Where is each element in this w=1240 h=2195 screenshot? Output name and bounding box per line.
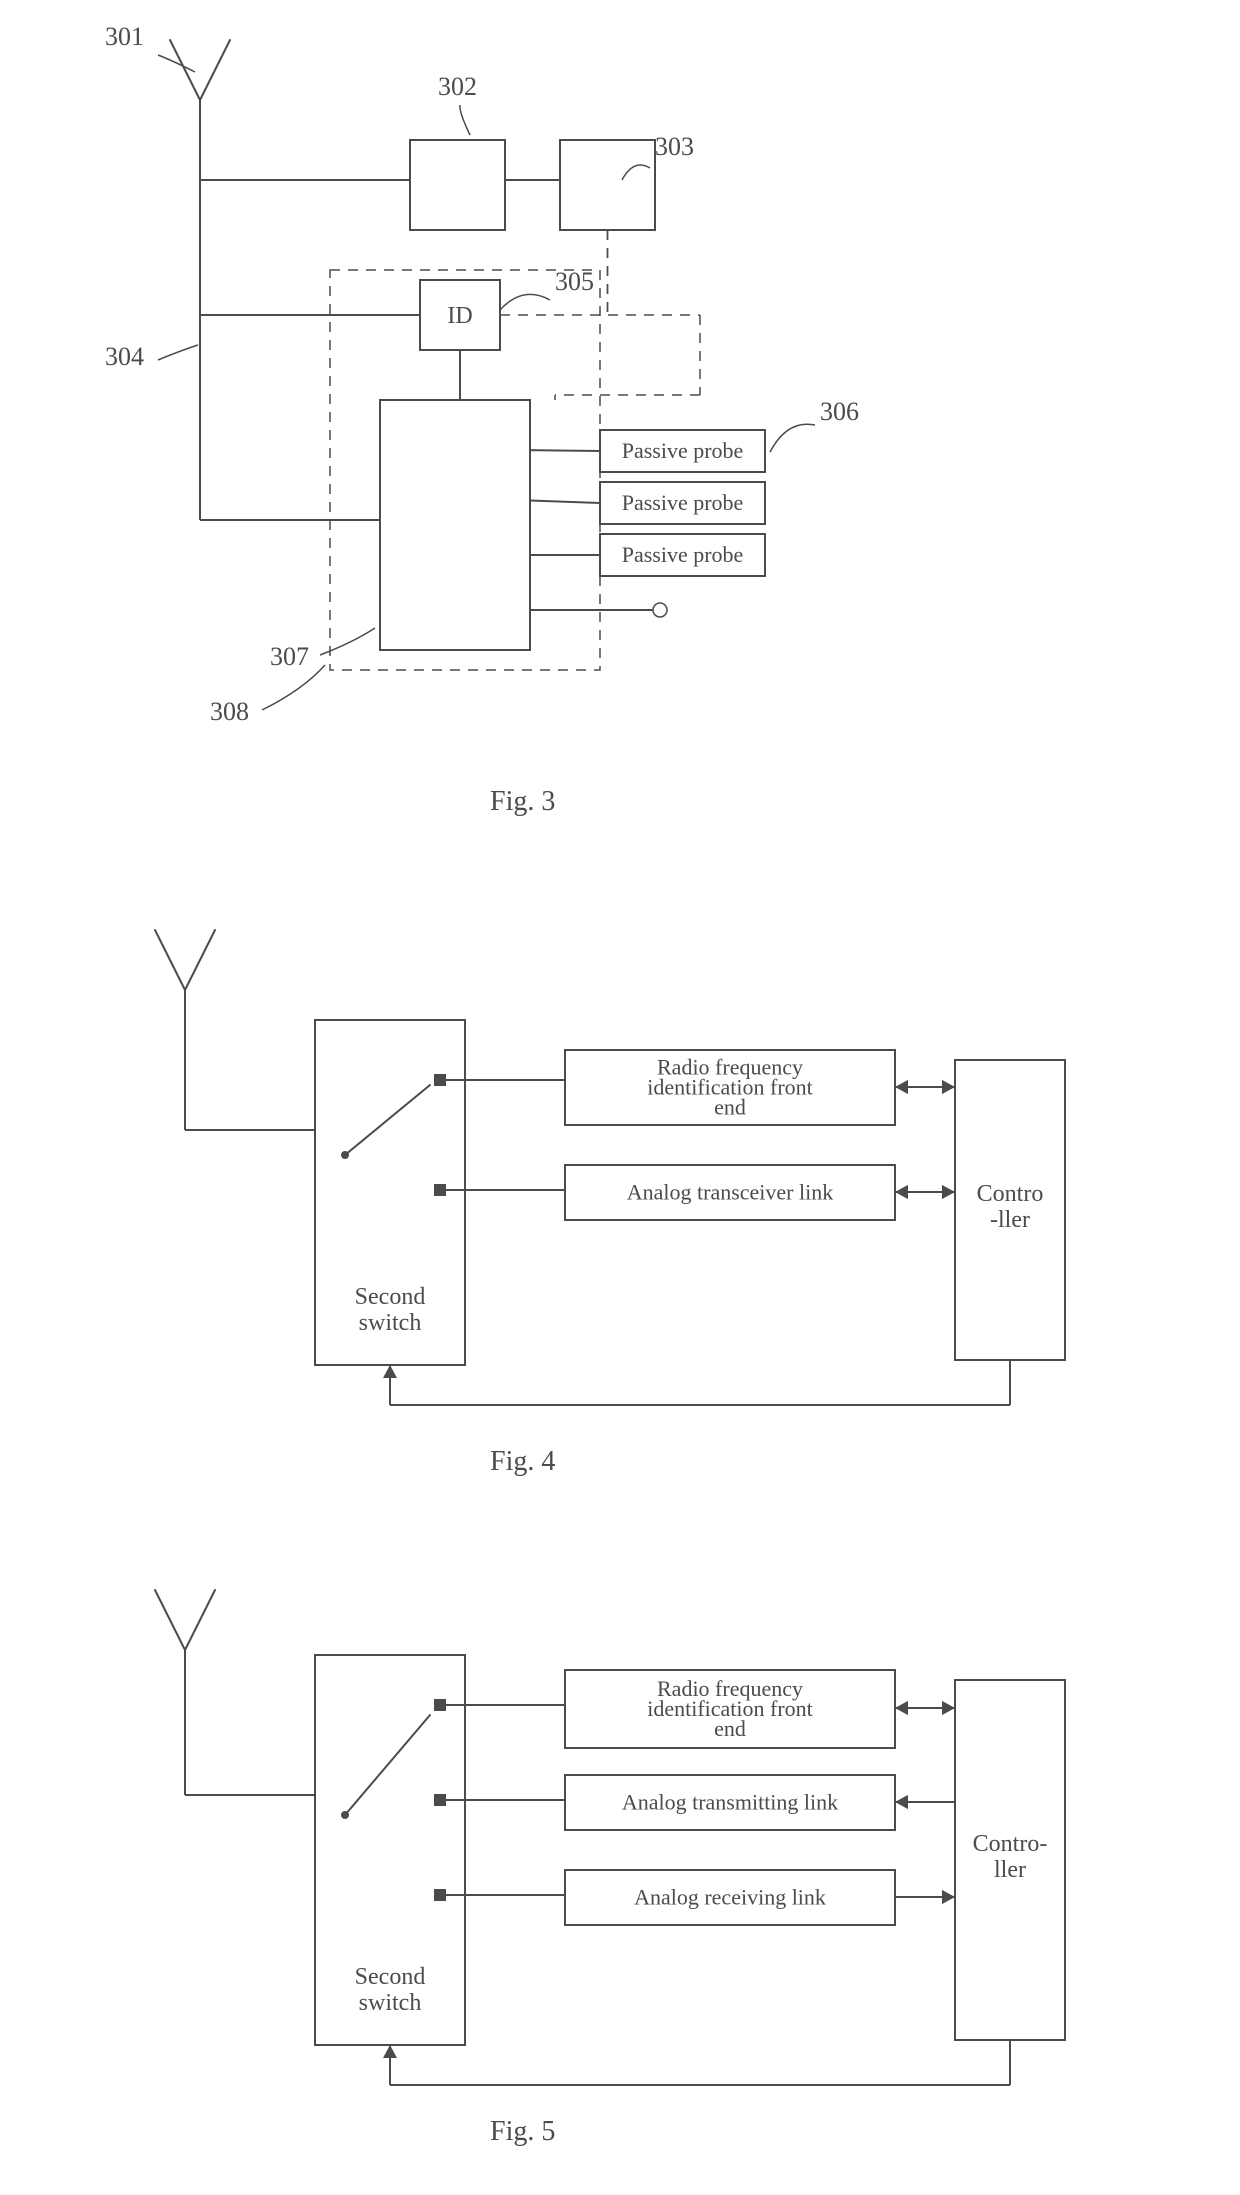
capacitor-box bbox=[560, 140, 655, 230]
refnum: 304 bbox=[105, 342, 144, 371]
second-switch-label: Secondswitch bbox=[355, 1964, 426, 2016]
block-label: Analog receiving link bbox=[634, 1885, 826, 1910]
refnum: 307 bbox=[270, 642, 309, 671]
first-switch-box bbox=[380, 400, 530, 650]
block-label: Analog transceiver link bbox=[627, 1180, 834, 1205]
figure-caption: Fig. 3 bbox=[490, 786, 555, 817]
fig5: SecondswitchContro-llerRadio frequencyid… bbox=[155, 1590, 1065, 2147]
refnum: 305 bbox=[555, 267, 594, 296]
block-label: Analog transmitting link bbox=[622, 1790, 838, 1815]
refnum: 306 bbox=[820, 397, 859, 426]
refnum: 308 bbox=[210, 697, 249, 726]
diode-box bbox=[410, 140, 505, 230]
figure-caption: Fig. 5 bbox=[490, 2116, 555, 2147]
fig4: SecondswitchContro-llerRadio frequencyid… bbox=[155, 930, 1065, 1477]
refnum: 301 bbox=[105, 22, 144, 51]
passive-probe-label: Passive probe bbox=[622, 438, 744, 463]
figure-caption: Fig. 4 bbox=[490, 1446, 555, 1477]
passive-probe-label: Passive probe bbox=[622, 490, 744, 515]
second-switch-label: Secondswitch bbox=[355, 1284, 426, 1336]
refnum: 303 bbox=[655, 132, 694, 161]
id-label: ID bbox=[447, 303, 472, 329]
passive-probe-label: Passive probe bbox=[622, 542, 744, 567]
open-terminal bbox=[653, 603, 667, 617]
refnum: 302 bbox=[438, 72, 477, 101]
